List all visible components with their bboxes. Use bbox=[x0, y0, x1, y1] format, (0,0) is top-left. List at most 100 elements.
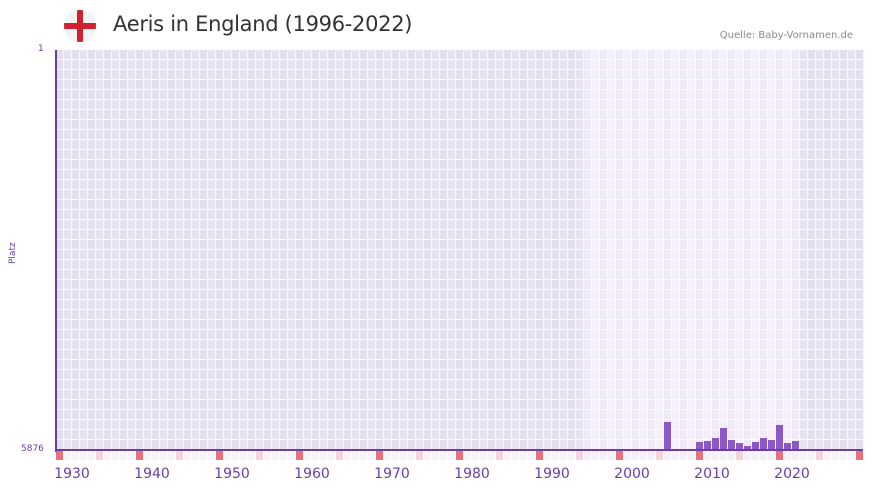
year-marker bbox=[544, 451, 551, 460]
rank-bar[interactable] bbox=[776, 425, 783, 450]
rank-bar[interactable] bbox=[712, 438, 719, 450]
year-marker bbox=[368, 451, 375, 460]
source-label: Quelle: Baby-Vornamen.de bbox=[719, 30, 853, 41]
x-tick-label: 1940 bbox=[134, 466, 170, 482]
year-marker bbox=[848, 451, 855, 460]
year-marker bbox=[584, 451, 591, 460]
rank-bar[interactable] bbox=[664, 422, 671, 450]
year-marker bbox=[720, 451, 727, 460]
grid-line-horizontal bbox=[55, 169, 863, 170]
chart-title: Aeris in England (1996-2022) bbox=[113, 12, 413, 36]
rank-bar[interactable] bbox=[768, 439, 775, 450]
x-tick-label: 2010 bbox=[694, 466, 730, 482]
rank-bar[interactable] bbox=[784, 442, 791, 450]
grid-line-vertical bbox=[119, 50, 120, 450]
year-marker bbox=[632, 451, 639, 460]
grid-line-vertical bbox=[367, 50, 368, 450]
grid-line-vertical bbox=[359, 50, 360, 450]
half-decade-marker bbox=[656, 451, 663, 460]
decade-marker bbox=[56, 451, 63, 460]
grid-line-vertical bbox=[175, 50, 176, 450]
year-marker bbox=[768, 451, 775, 460]
grid-line-horizontal bbox=[55, 79, 863, 80]
grid-line-horizontal bbox=[55, 119, 863, 120]
year-column bbox=[608, 50, 616, 450]
year-marker bbox=[488, 451, 495, 460]
year-marker bbox=[784, 451, 791, 460]
year-column bbox=[536, 50, 544, 450]
year-column bbox=[584, 50, 592, 450]
y-axis-line bbox=[55, 50, 57, 452]
grid-line-vertical bbox=[127, 50, 128, 450]
year-marker bbox=[712, 451, 719, 460]
year-column bbox=[800, 50, 808, 450]
year-column bbox=[592, 50, 600, 450]
rank-bar[interactable] bbox=[744, 445, 751, 450]
rank-bar[interactable] bbox=[736, 442, 743, 450]
rank-bar[interactable] bbox=[728, 439, 735, 450]
half-decade-marker bbox=[336, 451, 343, 460]
grid-line-vertical bbox=[807, 50, 808, 450]
grid-line-vertical bbox=[631, 50, 632, 450]
grid-line-horizontal bbox=[55, 419, 863, 420]
rank-bar[interactable] bbox=[752, 442, 759, 450]
year-marker bbox=[832, 451, 839, 460]
half-decade-marker bbox=[576, 451, 583, 460]
rank-bar[interactable] bbox=[696, 442, 703, 450]
year-column bbox=[368, 50, 376, 450]
year-column bbox=[728, 50, 736, 450]
year-column bbox=[656, 50, 664, 450]
x-tick-label: 1970 bbox=[374, 466, 410, 482]
year-marker bbox=[112, 451, 119, 460]
decade-marker bbox=[536, 451, 543, 460]
year-marker bbox=[672, 451, 679, 460]
year-column bbox=[96, 50, 104, 450]
year-marker bbox=[664, 451, 671, 460]
grid-line-vertical bbox=[639, 50, 640, 450]
grid-line-vertical bbox=[135, 50, 136, 450]
grid-line-horizontal bbox=[55, 319, 863, 320]
year-marker bbox=[640, 451, 647, 460]
england-flag-icon bbox=[64, 10, 96, 42]
decade-marker bbox=[296, 451, 303, 460]
grid-line-vertical bbox=[479, 50, 480, 450]
rank-bar[interactable] bbox=[704, 441, 711, 450]
rank-bar[interactable] bbox=[720, 428, 727, 450]
year-column bbox=[80, 50, 88, 450]
grid-line-vertical bbox=[343, 50, 344, 450]
plot-area bbox=[55, 50, 864, 450]
decade-marker bbox=[376, 451, 383, 460]
year-column bbox=[384, 50, 392, 450]
grid-line-vertical bbox=[159, 50, 160, 450]
grid-line-vertical bbox=[527, 50, 528, 450]
grid-line-horizontal bbox=[55, 309, 863, 310]
year-marker bbox=[840, 451, 847, 460]
year-marker bbox=[528, 451, 535, 460]
grid-line-horizontal bbox=[55, 69, 863, 70]
year-column bbox=[232, 50, 240, 450]
year-column bbox=[744, 50, 752, 450]
y-tick-top: 1 bbox=[38, 44, 44, 54]
rank-bar[interactable] bbox=[760, 438, 767, 450]
year-marker bbox=[264, 451, 271, 460]
year-marker bbox=[800, 451, 807, 460]
year-column bbox=[560, 50, 568, 450]
grid-line-horizontal bbox=[55, 59, 863, 60]
year-marker bbox=[240, 451, 247, 460]
year-marker bbox=[224, 451, 231, 460]
year-column bbox=[344, 50, 352, 450]
year-column bbox=[720, 50, 728, 450]
grid-line-vertical bbox=[607, 50, 608, 450]
year-marker bbox=[688, 451, 695, 460]
grid-line-horizontal bbox=[55, 399, 863, 400]
grid-line-vertical bbox=[319, 50, 320, 450]
year-marker bbox=[352, 451, 359, 460]
grid-line-vertical bbox=[543, 50, 544, 450]
grid-line-vertical bbox=[471, 50, 472, 450]
grid-line-horizontal bbox=[55, 389, 863, 390]
year-marker bbox=[168, 451, 175, 460]
grid-line-vertical bbox=[143, 50, 144, 450]
grid-line-vertical bbox=[559, 50, 560, 450]
grid-line-horizontal bbox=[55, 249, 863, 250]
rank-bar[interactable] bbox=[792, 441, 799, 450]
